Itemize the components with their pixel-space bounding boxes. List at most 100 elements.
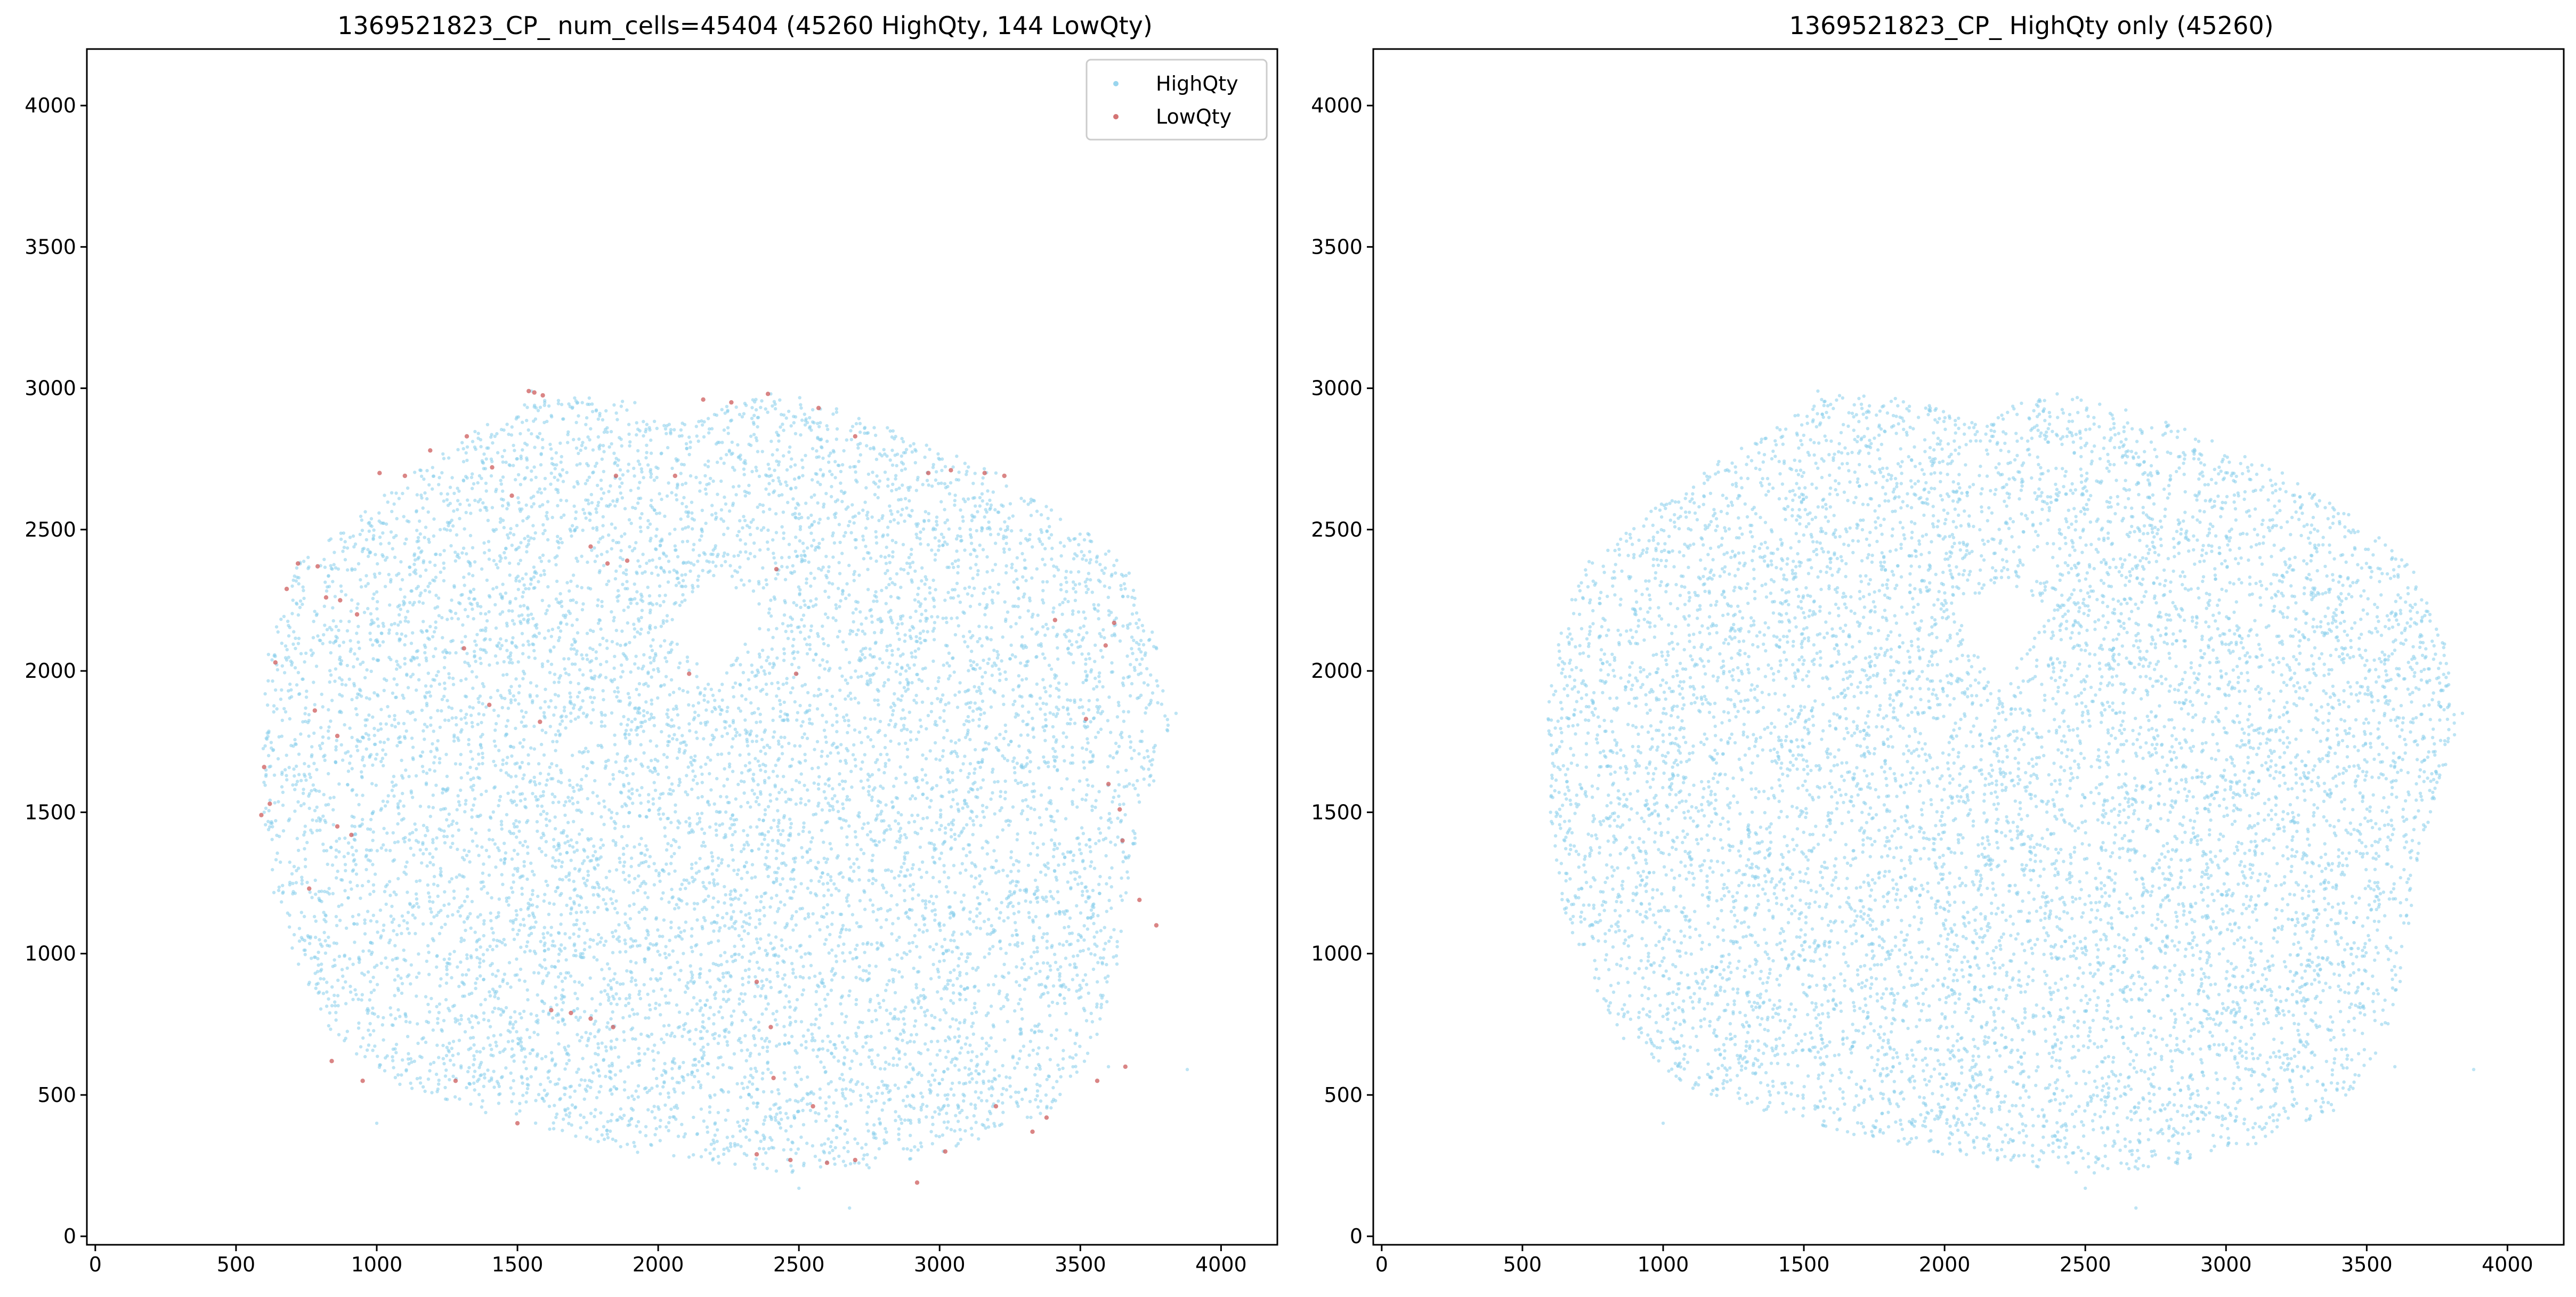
data-point (747, 678, 751, 682)
data-point (687, 722, 691, 726)
data-point (478, 961, 482, 965)
data-point (762, 905, 766, 910)
data-point (790, 617, 795, 621)
data-point (504, 724, 508, 728)
data-point (1076, 882, 1080, 886)
data-point (686, 986, 690, 990)
data-point (867, 1055, 871, 1059)
data-point (479, 1003, 483, 1007)
data-point (654, 512, 659, 515)
data-point (1006, 998, 1010, 1002)
data-point (924, 575, 927, 579)
data-point (615, 695, 619, 699)
data-point (1037, 766, 1041, 770)
data-point (665, 660, 669, 663)
data-point (412, 601, 416, 604)
data-point (920, 768, 924, 772)
data-point (444, 998, 448, 1002)
data-point (865, 513, 869, 517)
data-point (618, 982, 622, 986)
data-point (838, 666, 842, 670)
data-point (885, 752, 889, 757)
data-point (760, 1037, 764, 1041)
data-point (782, 613, 787, 617)
data-point (807, 799, 811, 803)
data-point (343, 723, 346, 727)
data-point (713, 699, 717, 702)
data-point (1003, 670, 1007, 674)
data-point (765, 540, 769, 544)
data-point (658, 1139, 662, 1142)
data-point (1097, 675, 1101, 678)
data-point (396, 605, 400, 609)
data-point (967, 465, 970, 469)
data-point (861, 538, 865, 542)
data-point (751, 773, 756, 776)
data-point (353, 652, 357, 656)
data-point (719, 1005, 723, 1009)
data-point (1005, 535, 1008, 539)
data-point (537, 631, 541, 635)
data-point (459, 679, 463, 683)
data-point (706, 1042, 710, 1047)
data-point (320, 692, 323, 696)
data-point (997, 532, 1000, 536)
data-point (525, 940, 530, 944)
data-point (543, 476, 547, 481)
data-point (303, 830, 307, 834)
data-point (566, 821, 570, 824)
data-point (689, 756, 693, 759)
data-point (958, 998, 962, 1002)
scatter-panel-all-cells: 1369521823_CP_ num_cells=45404 (45260 Hi… (25, 11, 1278, 1276)
data-point (779, 832, 783, 837)
data-point (396, 986, 400, 991)
data-point (1095, 1032, 1099, 1036)
data-point (338, 661, 342, 666)
data-point (471, 725, 474, 728)
data-point (837, 944, 840, 948)
data-point (627, 463, 631, 466)
data-point (848, 1080, 852, 1084)
data-point (1066, 722, 1070, 726)
data-point (334, 855, 338, 859)
data-point (568, 611, 572, 615)
data-point (874, 816, 879, 821)
data-point (965, 823, 969, 827)
data-point (455, 821, 459, 825)
data-point (1017, 1057, 1021, 1061)
data-point (777, 791, 781, 795)
data-point (904, 781, 908, 784)
data-point (516, 866, 520, 871)
data-point (418, 1076, 422, 1080)
data-point (924, 757, 928, 761)
data-point (1084, 662, 1088, 666)
data-point (722, 975, 725, 979)
data-point (739, 550, 742, 554)
data-point (820, 829, 824, 832)
data-point (371, 913, 375, 918)
data-point (600, 724, 604, 728)
data-point (673, 428, 676, 432)
data-point (577, 808, 581, 812)
data-point (929, 977, 933, 980)
data-point (297, 927, 302, 930)
data-point (1075, 1070, 1079, 1074)
data-point (499, 823, 504, 826)
data-point (828, 1151, 831, 1155)
data-point (596, 1140, 600, 1144)
data-point (426, 883, 430, 887)
data-point (493, 1007, 497, 1010)
data-point (897, 1132, 901, 1136)
data-point (1056, 657, 1060, 661)
data-point (428, 1069, 432, 1073)
data-point (479, 605, 483, 609)
data-point (946, 677, 951, 681)
data-point (844, 507, 848, 511)
data-point (497, 1084, 501, 1089)
data-point (770, 647, 774, 651)
data-point (966, 645, 970, 648)
data-point (786, 624, 790, 628)
data-point (501, 498, 505, 502)
data-point (830, 485, 833, 489)
data-point (945, 1126, 949, 1130)
